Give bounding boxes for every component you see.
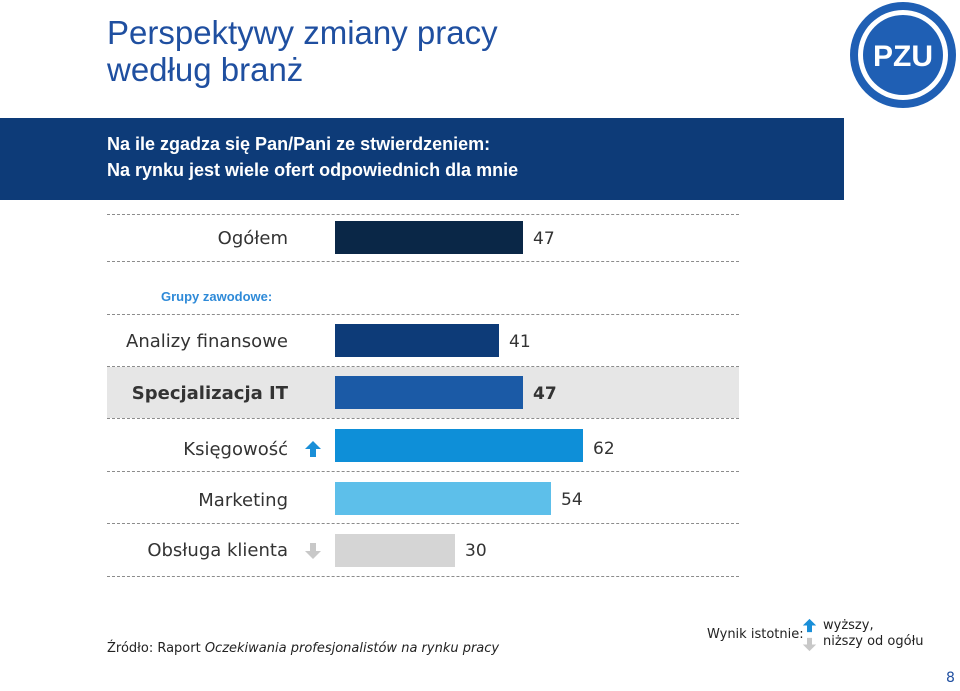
category-label: Obsługa klienta bbox=[147, 540, 288, 561]
source-prefix: Źródło: Raport bbox=[107, 641, 205, 656]
arrow-up-icon bbox=[305, 441, 321, 457]
legend-arrow-down-icon bbox=[802, 637, 817, 652]
bar-marketing bbox=[335, 482, 551, 515]
arrow-down-icon bbox=[305, 543, 321, 559]
value-label: 41 bbox=[509, 332, 531, 352]
category-label: Specjalizacja IT bbox=[131, 383, 288, 404]
bar-ksiegowosc bbox=[335, 429, 583, 462]
category-label: Marketing bbox=[198, 490, 288, 511]
bar-obsluga-klienta bbox=[335, 534, 455, 567]
logo-text: PZU bbox=[873, 40, 933, 73]
pzu-logo: PZU bbox=[850, 2, 956, 108]
divider bbox=[107, 314, 739, 315]
divider bbox=[107, 366, 739, 367]
question-line1: Na ile zgadza się Pan/Pani ze stwierdzen… bbox=[107, 134, 491, 154]
legend-higher: wyższy, bbox=[823, 618, 874, 633]
page-number: 8 bbox=[946, 670, 955, 686]
page-title-line1: Perspektywy zmiany pracy bbox=[107, 14, 498, 51]
divider bbox=[107, 523, 739, 524]
source-title: Oczekiwania profesjonalistów na rynku pr… bbox=[204, 641, 500, 656]
category-label: Analizy finansowe bbox=[126, 331, 288, 352]
divider bbox=[107, 261, 739, 262]
legend-label: Wynik istotnie: bbox=[707, 627, 804, 642]
category-label: Księgowość bbox=[183, 439, 288, 460]
value-label: 62 bbox=[593, 439, 615, 459]
category-label: Ogółem bbox=[217, 228, 288, 249]
divider bbox=[107, 214, 739, 215]
legend-lower: niższy od ogółu bbox=[823, 634, 924, 649]
question-line2: Na rynku jest wiele ofert odpowiednich d… bbox=[107, 160, 519, 180]
value-label: 54 bbox=[561, 490, 583, 510]
value-label: 30 bbox=[465, 541, 487, 561]
question-banner: Na ile zgadza się Pan/Pani ze stwierdzen… bbox=[0, 118, 844, 200]
group-label: Grupy zawodowe: bbox=[161, 289, 273, 304]
divider bbox=[107, 418, 739, 419]
legend-arrow-up-icon bbox=[802, 618, 817, 633]
page-title: Perspektywy zmiany pracy według branż bbox=[107, 14, 498, 88]
bar-specjalizacja-it bbox=[335, 376, 523, 409]
bar-ogolem bbox=[335, 221, 523, 254]
page-title-line2: według branż bbox=[107, 51, 304, 88]
bar-analizy-finansowe bbox=[335, 324, 499, 357]
source-note: Źródło: Raport Oczekiwania profesjonalis… bbox=[107, 641, 499, 656]
value-label: 47 bbox=[533, 384, 557, 404]
divider bbox=[107, 576, 739, 577]
divider bbox=[107, 471, 739, 472]
value-label: 47 bbox=[533, 229, 555, 249]
